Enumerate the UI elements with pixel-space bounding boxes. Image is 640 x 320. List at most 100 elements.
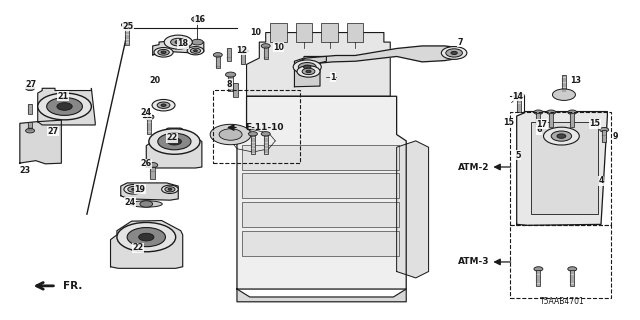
Bar	[562, 75, 566, 92]
Text: 23: 23	[19, 166, 31, 175]
Bar	[234, 83, 238, 97]
Bar	[227, 49, 231, 61]
Circle shape	[161, 104, 166, 107]
Circle shape	[190, 48, 200, 53]
Text: 27: 27	[26, 80, 37, 89]
Text: 24: 24	[124, 197, 135, 206]
Circle shape	[162, 185, 178, 194]
Polygon shape	[38, 88, 95, 125]
Circle shape	[557, 134, 566, 138]
Circle shape	[154, 48, 173, 57]
Circle shape	[127, 228, 166, 247]
Bar	[602, 130, 606, 142]
Circle shape	[139, 233, 154, 241]
Polygon shape	[516, 112, 607, 225]
Text: 24: 24	[141, 108, 152, 117]
Text: ATM-3: ATM-3	[458, 258, 489, 267]
Circle shape	[144, 115, 154, 120]
Bar	[242, 202, 399, 227]
Bar	[28, 122, 32, 131]
Text: 16: 16	[195, 15, 205, 24]
Bar	[321, 23, 338, 42]
Text: ATM-2: ATM-2	[458, 163, 489, 172]
Circle shape	[26, 86, 35, 91]
Circle shape	[514, 93, 524, 98]
Polygon shape	[147, 128, 202, 168]
Text: 15: 15	[503, 118, 514, 127]
Polygon shape	[397, 141, 429, 278]
Circle shape	[551, 131, 572, 141]
Bar	[264, 47, 268, 59]
Circle shape	[261, 132, 270, 136]
Circle shape	[547, 110, 556, 115]
Ellipse shape	[131, 201, 163, 207]
Text: FR.: FR.	[63, 281, 82, 291]
Circle shape	[552, 89, 575, 100]
Circle shape	[298, 62, 316, 71]
Bar	[531, 122, 598, 214]
Circle shape	[543, 127, 579, 145]
Text: 1: 1	[330, 73, 335, 82]
Circle shape	[303, 65, 311, 69]
Text: 10: 10	[273, 43, 284, 52]
Text: 19: 19	[134, 185, 145, 194]
Text: 7: 7	[458, 38, 463, 47]
Text: 13: 13	[570, 76, 581, 85]
Text: 20: 20	[150, 76, 161, 85]
Bar	[510, 112, 611, 225]
Bar	[125, 26, 129, 45]
Circle shape	[117, 222, 175, 252]
Circle shape	[568, 110, 577, 115]
Circle shape	[124, 185, 143, 194]
Circle shape	[122, 22, 133, 28]
Circle shape	[534, 267, 543, 271]
Bar	[242, 173, 399, 198]
Circle shape	[168, 138, 181, 145]
Circle shape	[157, 102, 170, 108]
Text: 8: 8	[227, 80, 232, 89]
Bar	[570, 113, 574, 127]
Circle shape	[191, 39, 203, 45]
Bar	[28, 104, 32, 114]
Text: 22: 22	[166, 133, 177, 142]
Bar	[212, 90, 300, 163]
Circle shape	[306, 70, 311, 73]
Circle shape	[165, 187, 175, 192]
Circle shape	[26, 128, 35, 133]
Text: 15: 15	[589, 119, 600, 129]
Circle shape	[168, 188, 172, 190]
Circle shape	[239, 49, 248, 53]
Circle shape	[148, 163, 158, 168]
Circle shape	[57, 103, 72, 110]
Circle shape	[187, 47, 204, 55]
Text: 12: 12	[237, 46, 248, 55]
Circle shape	[225, 72, 236, 77]
Polygon shape	[121, 183, 178, 200]
Polygon shape	[20, 120, 61, 164]
Text: E-11-10: E-11-10	[245, 123, 284, 132]
Text: 22: 22	[132, 243, 143, 252]
Text: 11: 11	[141, 111, 152, 120]
Text: 14: 14	[513, 92, 524, 101]
Circle shape	[161, 51, 166, 53]
Circle shape	[293, 60, 321, 74]
Circle shape	[600, 127, 609, 132]
Bar	[517, 97, 522, 112]
Bar	[241, 52, 245, 64]
Bar	[251, 134, 255, 154]
Circle shape	[158, 50, 170, 55]
Text: 27: 27	[47, 127, 59, 136]
Polygon shape	[246, 33, 390, 96]
Circle shape	[149, 129, 200, 154]
Circle shape	[248, 132, 257, 136]
Circle shape	[38, 93, 92, 120]
Text: 18: 18	[177, 39, 188, 48]
Circle shape	[302, 68, 315, 75]
Text: 26: 26	[141, 159, 152, 168]
Text: 25: 25	[123, 22, 134, 31]
Bar	[536, 113, 540, 127]
Circle shape	[213, 52, 222, 57]
Polygon shape	[300, 46, 461, 75]
Circle shape	[128, 187, 140, 192]
Circle shape	[451, 51, 458, 54]
